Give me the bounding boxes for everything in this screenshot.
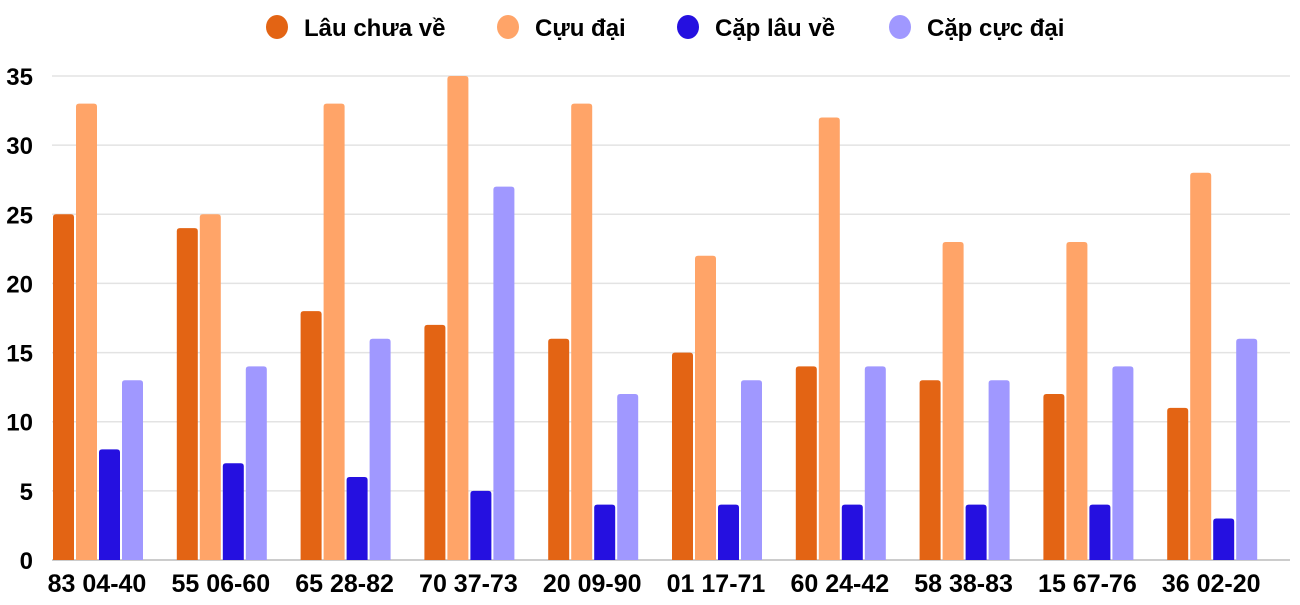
y-tick-label: 10 [6, 410, 33, 437]
y-tick-label: 30 [6, 133, 33, 160]
bar [864, 366, 886, 560]
bar [199, 214, 221, 561]
y-tick-label: 0 [20, 548, 33, 575]
bar [300, 311, 322, 560]
bar [76, 103, 97, 561]
x-tick-label: 83 04-40 [48, 570, 147, 598]
x-tick-label: 15 67-76 [1038, 570, 1137, 598]
x-tick-label: 01 17-71 [667, 570, 766, 598]
bar [222, 463, 244, 560]
y-tick-label: 35 [6, 64, 33, 91]
bar [841, 504, 863, 560]
legend-marker [677, 15, 699, 39]
bar [493, 186, 515, 560]
bar [1190, 172, 1212, 561]
legend-label: Lâu chưa về [304, 15, 445, 42]
x-axis: 83 04-40 55 06-60 65 28-82 70 37-73 20 09-90… [48, 570, 1261, 598]
legend-marker [497, 15, 519, 39]
x-tick-label: 60 24-42 [790, 570, 889, 598]
bar [718, 504, 739, 560]
bar [965, 504, 987, 560]
bar [1112, 366, 1134, 560]
x-tick-label: 70 37-73 [419, 570, 518, 598]
bar [369, 338, 391, 560]
bar [571, 103, 593, 561]
bar [99, 449, 120, 560]
bar [1066, 241, 1088, 560]
bar [424, 324, 446, 560]
legend-marker [889, 15, 911, 39]
bar [818, 117, 840, 560]
bar [53, 214, 74, 561]
bar [1167, 407, 1189, 560]
legend: Lâu chưa về Cựu đại Cặp lâu về Cặp cực đại [266, 15, 1064, 42]
y-tick-label: 25 [6, 202, 33, 229]
bar [548, 338, 570, 560]
legend-label: Cặp lâu về [715, 15, 835, 42]
bar [594, 504, 616, 560]
bar [1236, 338, 1258, 560]
bar [1043, 394, 1065, 560]
y-axis: 0 5 10 15 20 25 30 35 [6, 64, 33, 575]
bar [245, 366, 267, 560]
y-tick-label: 15 [6, 341, 33, 368]
bar [176, 228, 198, 560]
bar [1213, 518, 1235, 560]
bar [1089, 504, 1111, 560]
bars [53, 76, 1258, 561]
x-tick-label: 20 09-90 [543, 570, 642, 598]
bar [346, 477, 368, 560]
bar [942, 241, 964, 560]
x-tick-label: 65 28-82 [295, 570, 394, 598]
y-tick-label: 5 [20, 479, 33, 506]
x-tick-label: 58 38-83 [914, 570, 1013, 598]
x-tick-label: 55 06-60 [171, 570, 270, 598]
bar [447, 76, 469, 560]
bar [988, 380, 1010, 560]
bar [672, 352, 693, 560]
bar [741, 380, 762, 560]
bar [617, 394, 639, 560]
bar [695, 255, 716, 560]
bar [919, 380, 941, 560]
bar [122, 380, 143, 560]
x-tick-label: 36 02-20 [1162, 570, 1261, 598]
legend-label: Cặp cực đại [927, 15, 1064, 42]
y-tick-label: 20 [6, 271, 33, 298]
legend-marker [266, 15, 288, 39]
legend-label: Cựu đại [535, 15, 626, 42]
bar [323, 103, 345, 561]
bar [795, 366, 817, 560]
bar [470, 490, 492, 560]
